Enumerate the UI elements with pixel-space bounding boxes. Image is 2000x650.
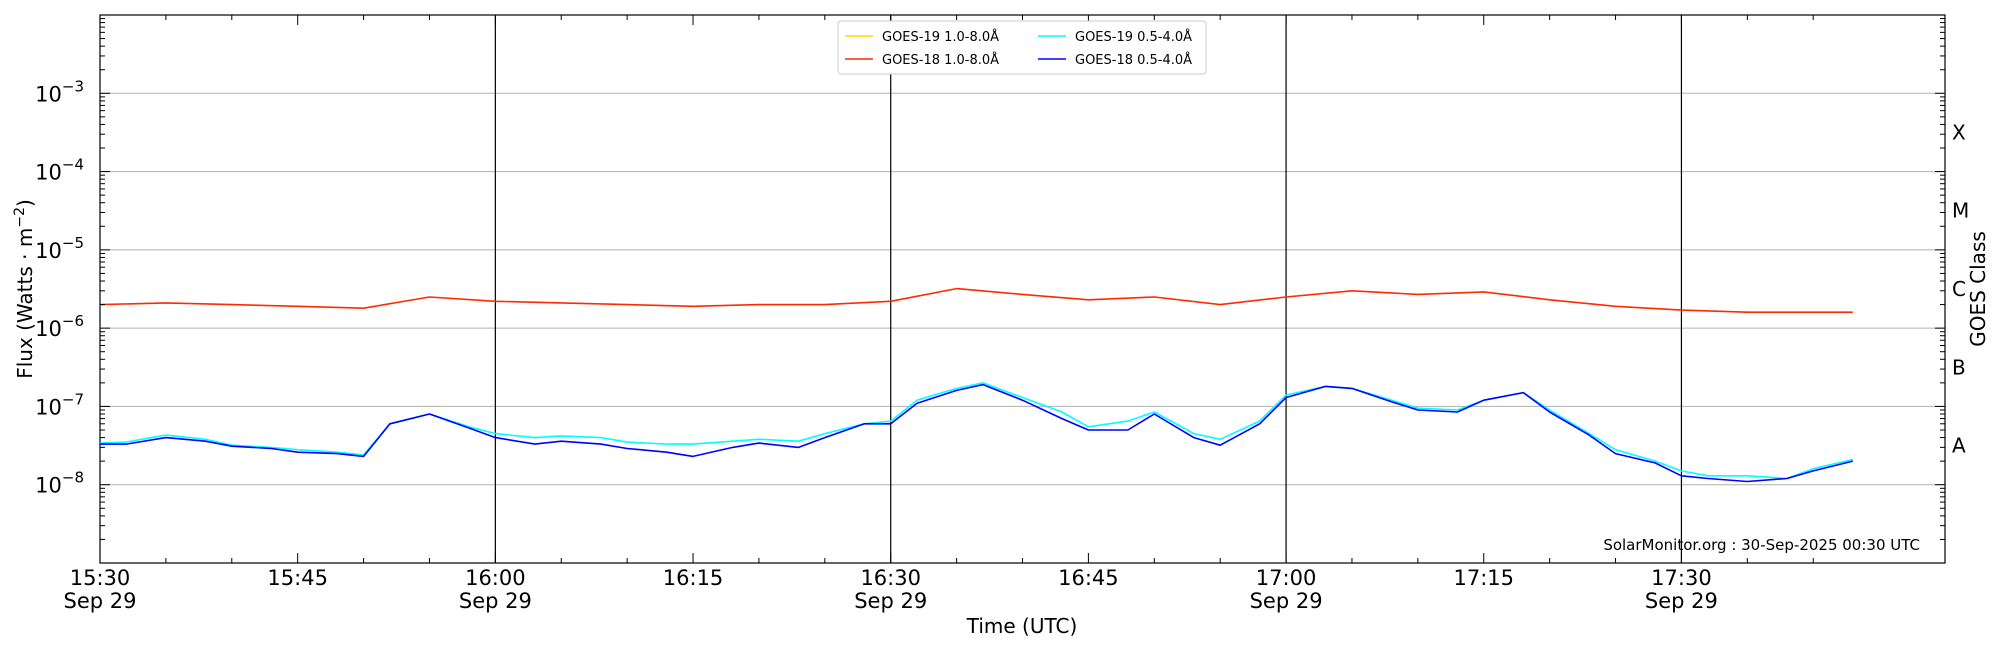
legend-entry-goes18-short: GOES-18 0.5-4.0Å xyxy=(1075,52,1192,68)
x-tick-label: 16:30 xyxy=(860,566,921,590)
grid-lines xyxy=(100,92,1945,486)
goes-class-labels: X M C B A xyxy=(1952,120,1969,457)
source-annotation: SolarMonitor.org : 30-Sep-2025 00:30 UTC xyxy=(1603,536,1920,554)
legend-box xyxy=(837,20,1207,75)
goes-class-a: A xyxy=(1952,434,1966,458)
x-tick-label: 16:00 xyxy=(465,566,526,590)
y-axis-label: Flux (Watts · m−2) xyxy=(12,199,37,379)
y-tick-label: 10−3 xyxy=(35,77,84,106)
x-tick-label: 16:45 xyxy=(1058,566,1119,590)
goes-class-b: B xyxy=(1952,355,1966,379)
x-axis-label: Time (UTC) xyxy=(966,614,1078,638)
x-tick-label: 17:15 xyxy=(1453,566,1514,590)
series-lines xyxy=(99,287,1853,483)
x-tick-date-label: Sep 29 xyxy=(64,589,137,613)
goes-class-m: M xyxy=(1952,199,1969,223)
goes-class-x: X xyxy=(1952,120,1966,144)
goes-class-c: C xyxy=(1952,277,1966,301)
x-tick-date-label: Sep 29 xyxy=(1250,589,1323,613)
y2-axis-label: GOES Class xyxy=(1966,231,1990,347)
x-tick-date-label: Sep 29 xyxy=(1645,589,1718,613)
x-tick-date-label: Sep 29 xyxy=(854,589,927,613)
legend-entry-goes19-long: GOES-19 1.0-8.0Å xyxy=(882,29,999,45)
x-tick-label: 16:15 xyxy=(663,566,724,590)
x-tick-label: 15:45 xyxy=(267,566,328,590)
y-tick-label: 10−7 xyxy=(35,390,84,419)
y-tick-label: 10−4 xyxy=(35,156,84,185)
y-tick-label: 10−8 xyxy=(35,469,84,498)
series-line-1 xyxy=(99,287,1853,314)
legend-entry-goes19-short: GOES-19 0.5-4.0Å xyxy=(1075,29,1192,45)
legend: GOES-19 1.0-8.0Å GOES-18 1.0-8.0Å GOES-1… xyxy=(837,20,1207,75)
plot-area xyxy=(99,14,1946,564)
x-tick-date-label: Sep 29 xyxy=(459,589,532,613)
y-tick-label: 10−5 xyxy=(35,234,84,263)
legend-entry-goes18-long: GOES-18 1.0-8.0Å xyxy=(882,52,999,68)
y-tick-label: 10−6 xyxy=(35,312,84,341)
x-tick-label: 17:00 xyxy=(1256,566,1317,590)
y-axis-ticks: 10−3 10−4 10−5 10−6 10−7 10−8 xyxy=(35,18,1945,540)
series-line-3 xyxy=(100,383,1853,483)
x-tick-label: 15:30 xyxy=(70,566,131,590)
x-tick-label: 17:30 xyxy=(1651,566,1712,590)
